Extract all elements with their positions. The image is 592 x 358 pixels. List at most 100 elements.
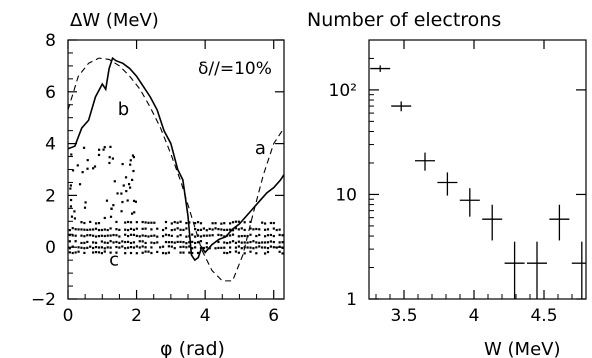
scatter-dot bbox=[150, 246, 153, 249]
scatter-dot bbox=[94, 251, 98, 254]
scatter-dot bbox=[78, 183, 82, 186]
scatter-dot bbox=[132, 233, 136, 236]
scatter-dot bbox=[94, 222, 98, 225]
scatter-dot bbox=[121, 162, 124, 166]
scatter-dot bbox=[109, 227, 112, 230]
scatter-dot bbox=[199, 222, 203, 225]
scatter-dot bbox=[103, 250, 106, 253]
scatter-dot bbox=[94, 241, 98, 244]
scatter-dot bbox=[106, 234, 109, 237]
scatter-dot bbox=[129, 241, 133, 245]
right-chart: Number of electrons W (MeV) 3.5 4 4.5 1 10 10… bbox=[307, 9, 587, 358]
scatter-dot bbox=[109, 234, 112, 237]
scatter-dot bbox=[231, 233, 235, 236]
scatter-dot bbox=[120, 192, 123, 195]
scatter-dot bbox=[124, 233, 127, 236]
scatter-dot bbox=[220, 222, 223, 225]
scatter-dot bbox=[164, 240, 168, 244]
scatter-dot bbox=[229, 241, 232, 244]
scatter-dot bbox=[80, 228, 83, 231]
scatter-dot bbox=[173, 220, 176, 224]
scatter-dot bbox=[83, 221, 86, 225]
scatter-dot bbox=[124, 240, 127, 244]
scatter-dot bbox=[80, 246, 83, 249]
scatter-dot bbox=[261, 221, 264, 224]
scatter-dot bbox=[188, 241, 191, 244]
scatter-dot bbox=[185, 235, 188, 238]
scatter-dot bbox=[196, 228, 200, 232]
scatter-dot bbox=[179, 228, 182, 231]
scatter-dot bbox=[214, 227, 217, 230]
scatter-dot bbox=[132, 169, 135, 173]
scatter-dot bbox=[199, 235, 203, 238]
scatter-dot bbox=[109, 145, 112, 149]
scatter-dot bbox=[97, 234, 101, 238]
scatter-dot bbox=[281, 241, 284, 244]
scatter-dot bbox=[240, 234, 243, 238]
scatter-dot bbox=[261, 246, 264, 249]
scatter-dot bbox=[129, 163, 132, 166]
scatter-dot bbox=[179, 251, 182, 254]
scatter-dot bbox=[263, 252, 267, 255]
scatter-dot bbox=[229, 234, 232, 237]
scatter-dot bbox=[161, 228, 165, 232]
scatter-dot bbox=[97, 246, 101, 249]
scatter-dot bbox=[229, 246, 232, 249]
scatter-dot bbox=[83, 247, 86, 250]
scatter-dot bbox=[153, 221, 156, 224]
scatter-dot bbox=[110, 207, 113, 210]
scatter-dot bbox=[141, 234, 144, 237]
scatter-dot bbox=[272, 234, 275, 238]
scatter-dot bbox=[147, 221, 150, 224]
left-y-tick-label: 8 bbox=[45, 31, 56, 51]
scatter-dot bbox=[108, 161, 111, 165]
scatter-dot bbox=[170, 222, 173, 225]
scatter-dot bbox=[223, 222, 226, 225]
scatter-dot bbox=[129, 233, 133, 236]
scatter-dot bbox=[86, 240, 89, 244]
scatter-dot bbox=[258, 233, 261, 237]
scatter-dot bbox=[92, 234, 95, 237]
scatter-dot bbox=[94, 235, 98, 238]
scatter-dot bbox=[208, 227, 211, 231]
scatter-dot bbox=[133, 211, 136, 214]
scatter-dot bbox=[164, 227, 168, 230]
scatter-dot bbox=[122, 184, 125, 187]
scatter-dot bbox=[199, 240, 203, 243]
scatter-dot bbox=[167, 245, 170, 248]
scatter-dot bbox=[237, 220, 240, 223]
scatter-dot bbox=[194, 246, 197, 249]
right-x-tick-label: 4.5 bbox=[530, 306, 557, 326]
scatter-dot bbox=[109, 246, 112, 249]
scatter-dot bbox=[281, 246, 284, 249]
left-chart: ΔW (MeV) δ//=10% φ (rad) 0 2 4 6 −2 0 2 4 6 8 a b c bbox=[31, 10, 285, 358]
scatter-dot bbox=[263, 222, 267, 225]
right-plot-frame bbox=[368, 39, 587, 300]
left-x-tick-label: 0 bbox=[63, 306, 74, 326]
scatter-dot bbox=[94, 227, 98, 230]
scatter-dot bbox=[108, 156, 111, 159]
scatter-dot bbox=[127, 220, 130, 224]
right-x-tick-label: 4 bbox=[469, 306, 480, 326]
scatter-dot bbox=[205, 242, 208, 245]
scatter-dot bbox=[234, 227, 238, 230]
scatter-dot bbox=[202, 246, 205, 250]
scatter-dot bbox=[191, 251, 194, 255]
scatter-dot bbox=[74, 234, 77, 237]
scatter-dot bbox=[217, 246, 220, 250]
scatter-dot bbox=[231, 240, 235, 243]
scatter-dot bbox=[150, 234, 153, 237]
scatter-dot bbox=[77, 246, 80, 249]
scatter-dot bbox=[131, 178, 134, 181]
scatter-dot bbox=[80, 234, 83, 237]
scatter-dot bbox=[71, 169, 75, 172]
scatter-dot bbox=[255, 241, 258, 244]
scatter-dot bbox=[185, 221, 188, 225]
left-x-tick-label: 4 bbox=[200, 306, 211, 326]
scatter-dot bbox=[211, 234, 214, 237]
scatter-dot bbox=[179, 245, 182, 249]
scatter-dot bbox=[255, 234, 258, 238]
scatter-dot bbox=[179, 240, 182, 244]
curve-label-c: c bbox=[109, 249, 119, 270]
scatter-dot bbox=[217, 233, 220, 236]
